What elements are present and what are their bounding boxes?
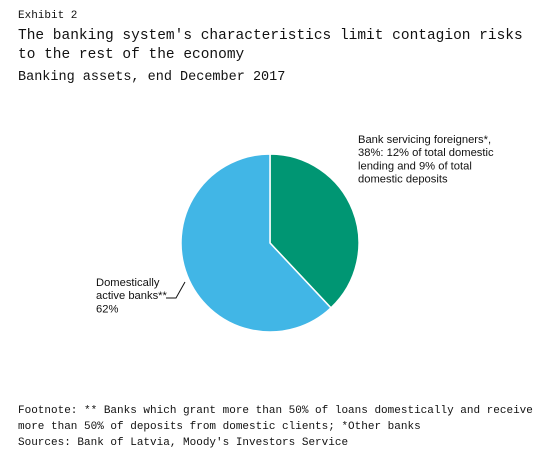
pie-chart: Bank servicing foreigners*, 38%: 12% of t…: [96, 134, 494, 333]
slice-domestically-active-banks-label: Domestically active banks** 62%: [96, 277, 168, 315]
leader-line-domestic: [166, 281, 186, 299]
slice-domestically-active-banks: [180, 153, 332, 333]
exhibit-label: Exhibit 2: [18, 10, 78, 22]
chart-title: The banking system's characteristics lim…: [18, 28, 523, 63]
slice-bank-servicing-foreigners-label: Bank servicing foreigners*, 38%: 12% of t…: [358, 134, 494, 186]
footnote: Footnote: ** Banks which grant more than…: [18, 405, 533, 433]
slice-bank-servicing-foreigners: [269, 153, 360, 309]
label-leaders: [166, 281, 186, 299]
chart-subtitle: Banking assets, end December 2017: [18, 70, 286, 85]
slice-labels: Bank servicing foreigners*, 38%: 12% of t…: [96, 134, 494, 315]
sources: Sources: Bank of Latvia, Moody's Investo…: [18, 437, 349, 449]
pie-slices: [180, 153, 360, 333]
